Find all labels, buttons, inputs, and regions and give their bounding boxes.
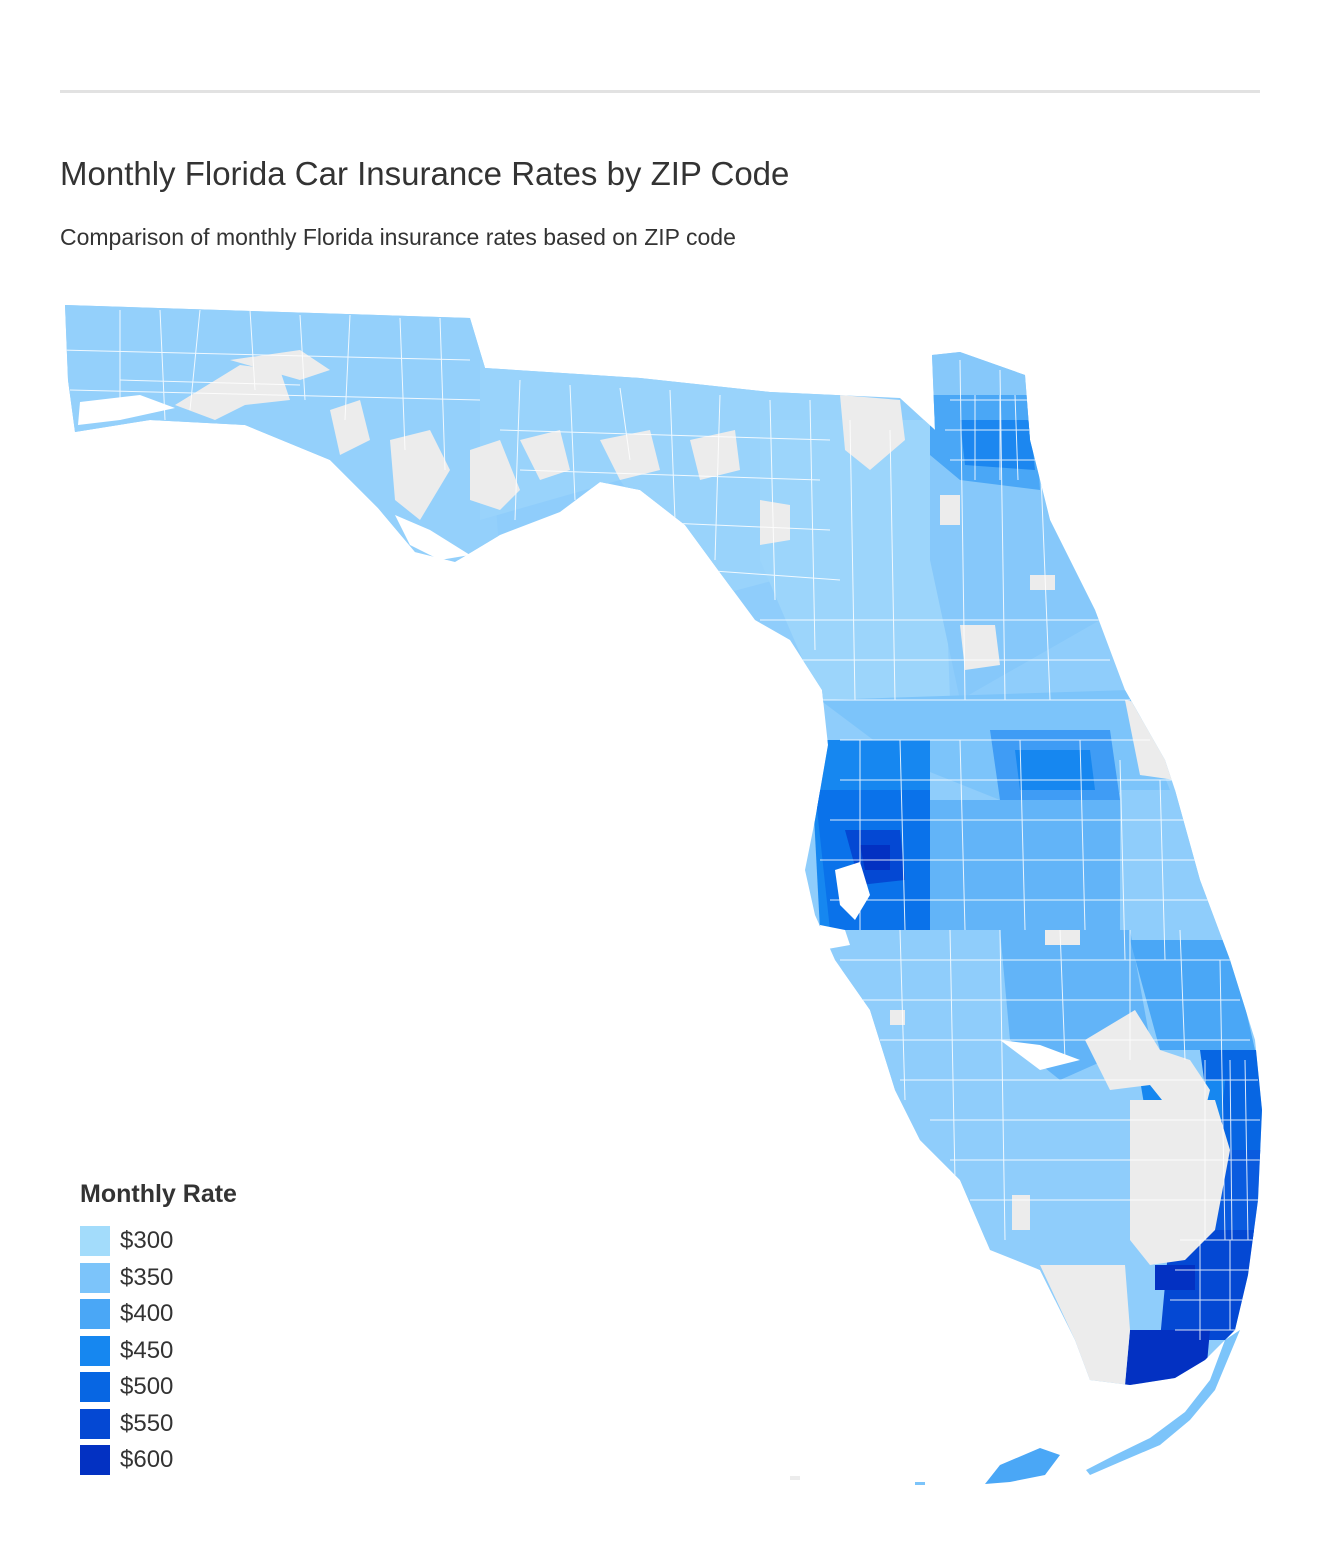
legend-swatch (80, 1445, 110, 1476)
legend-item-350: $350 (80, 1260, 340, 1297)
region-homestead (1125, 1330, 1210, 1385)
region-panhandle (65, 305, 500, 560)
legend-label: $300 (120, 1227, 174, 1255)
region-north-central (760, 420, 950, 700)
legend-item-550: $550 (80, 1406, 340, 1443)
bays (78, 395, 1080, 1070)
region-jacksonville-core (960, 420, 1035, 470)
zip-boundaries (65, 309, 1260, 1340)
top-divider (60, 90, 1260, 93)
legend-swatch (80, 1408, 110, 1439)
region-polk (930, 800, 1120, 930)
legend-item-500: $500 (80, 1369, 340, 1406)
legend-label: $350 (120, 1263, 174, 1291)
legend-swatch (80, 1299, 110, 1330)
legend-title: Monthly Rate (80, 1180, 237, 1208)
legend-items: $300 $350 $400 $450 $500 $550 $600 (80, 1223, 340, 1479)
region-big-bend (480, 360, 850, 600)
legend: Monthly Rate $300 $350 $400 $450 $500 $5… (80, 1180, 340, 1479)
legend-swatch (80, 1372, 110, 1403)
legend-label: $450 (120, 1336, 174, 1364)
legend-item-300: $300 (80, 1223, 340, 1260)
region-space-coast (1120, 790, 1230, 960)
florida-keys (790, 1330, 1240, 1485)
legend-item-600: $600 (80, 1442, 340, 1479)
region-tampa-center (860, 845, 890, 870)
legend-label: $500 (120, 1373, 174, 1401)
region-sw-inland (1020, 1080, 1130, 1300)
legend-swatch (80, 1335, 110, 1366)
legend-swatch (80, 1226, 110, 1257)
region-treasure-coast (1130, 940, 1255, 1050)
page-title: Monthly Florida Car Insurance Rates by Z… (60, 155, 790, 192)
legend-item-450: $450 (80, 1333, 340, 1370)
legend-label: $400 (120, 1300, 174, 1328)
legend-item-400: $400 (80, 1296, 340, 1333)
region-orlando-core (1015, 750, 1095, 790)
legend-label: $600 (120, 1446, 174, 1474)
page-subtitle: Comparison of monthly Florida insurance … (60, 224, 736, 250)
legend-swatch (80, 1262, 110, 1293)
region-miami-west (1155, 1265, 1195, 1290)
legend-label: $550 (120, 1409, 174, 1437)
region-sw-coast (830, 930, 1030, 1240)
